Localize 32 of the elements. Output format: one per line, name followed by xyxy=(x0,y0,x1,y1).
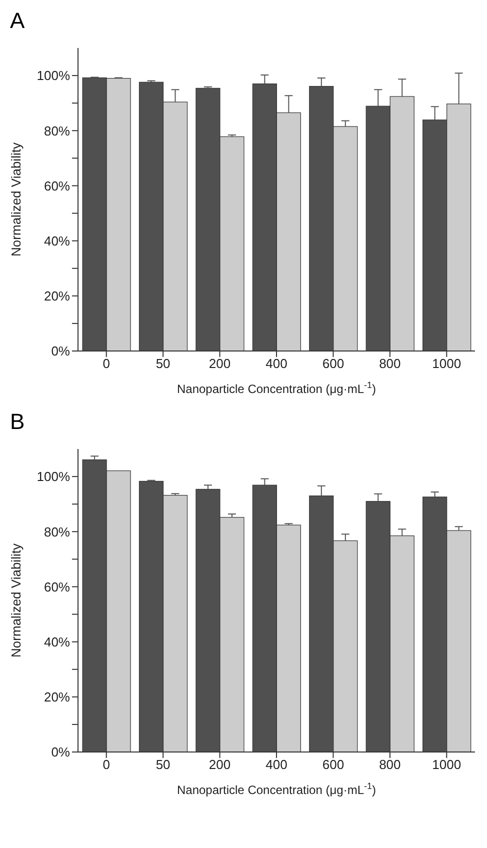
y-tick-label: 0% xyxy=(51,744,70,760)
y-tick-label: 60% xyxy=(44,178,70,194)
x-tick-label: 50 xyxy=(156,757,170,772)
x-tick-label: 800 xyxy=(379,356,401,372)
x-axis-title: Nanoparticle Concentration (μg·mL$^{-1}$) xyxy=(176,380,376,396)
x-tick-label: 0 xyxy=(102,757,110,772)
y-tick-label: 100% xyxy=(36,68,70,84)
x-tick-label: 1000 xyxy=(432,757,462,772)
y-tick-label: 60% xyxy=(44,579,70,594)
x-tick-label: 800 xyxy=(379,757,401,772)
y-tick-label: 80% xyxy=(44,123,70,138)
y-tick-label: 40% xyxy=(44,233,70,248)
x-tick-label: 50 xyxy=(156,356,170,372)
y-axis-title: Normalized Viability xyxy=(8,142,24,256)
x-tick-label: 400 xyxy=(266,356,288,372)
x-axis-title: Nanoparticle Concentration (μg·mL$^{-1}$) xyxy=(176,781,376,797)
y-tick-label: 20% xyxy=(44,690,70,705)
y-tick-label: 40% xyxy=(44,634,70,650)
chart-title: A xyxy=(9,8,26,34)
x-tick-label: 200 xyxy=(208,757,231,772)
x-tick-label: 600 xyxy=(322,757,344,772)
y-tick-label: 80% xyxy=(44,524,70,540)
chart-title: B xyxy=(9,409,26,435)
x-tick-label: 1000 xyxy=(432,356,462,372)
y-tick-label: 0% xyxy=(51,344,70,359)
x-tick-label: 400 xyxy=(266,757,288,772)
x-tick-label: 0 xyxy=(102,356,110,372)
y-tick-label: 20% xyxy=(44,288,70,304)
x-tick-label: 600 xyxy=(322,356,344,372)
y-axis-title: Normalized Viability xyxy=(8,543,24,658)
x-tick-label: 200 xyxy=(208,356,231,372)
y-tick-label: 100% xyxy=(36,469,70,484)
